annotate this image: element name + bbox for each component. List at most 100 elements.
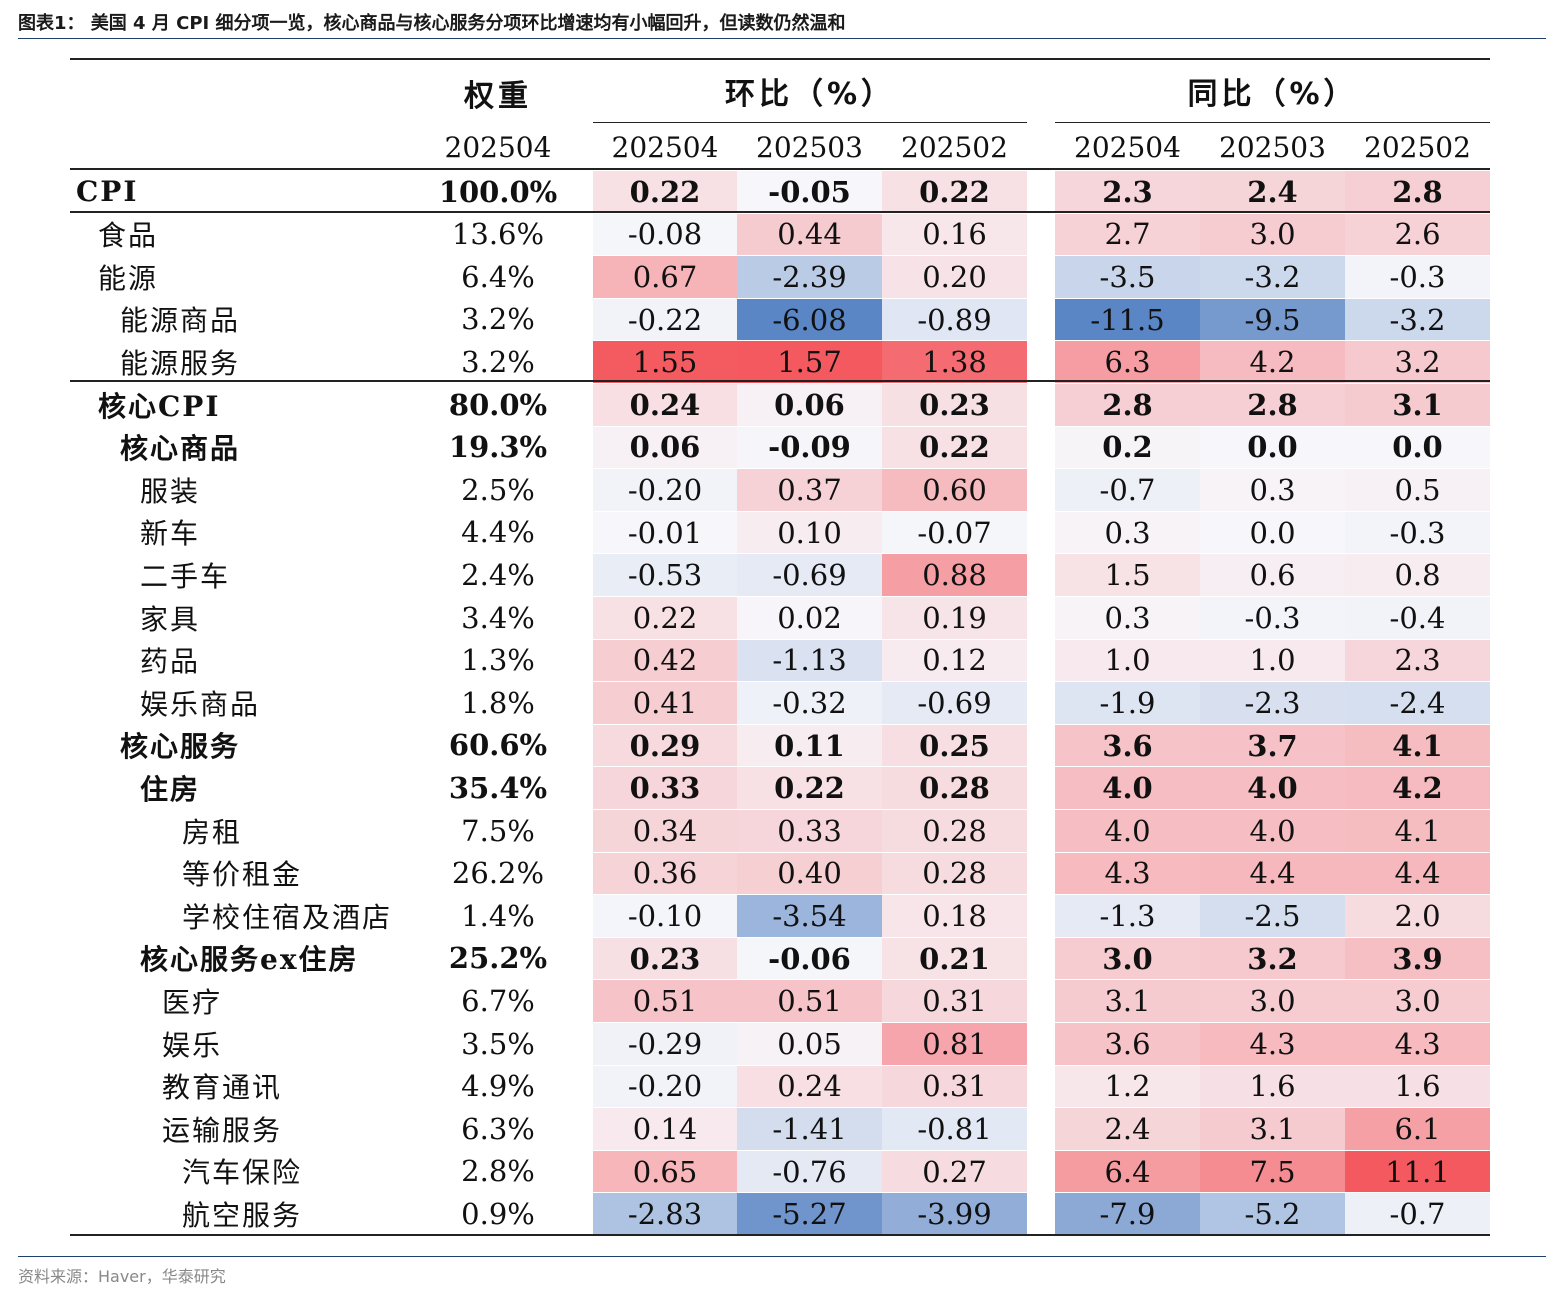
mom-cell: 0.28 bbox=[882, 767, 1027, 809]
mom-cell: 0.02 bbox=[737, 597, 882, 639]
row-label: 药品 bbox=[140, 645, 201, 679]
mom-cell: 0.22 bbox=[593, 597, 737, 639]
yoy-cell: -0.3 bbox=[1345, 511, 1490, 554]
yoy-cell: 1.5 bbox=[1055, 554, 1200, 596]
cpi-row-rule bbox=[70, 211, 1490, 213]
yoy-cell: -0.4 bbox=[1345, 597, 1490, 639]
row-weight: 2.5% bbox=[461, 472, 535, 507]
mom-cell: 0.28 bbox=[882, 810, 1027, 852]
yoy-cell: 4.4 bbox=[1200, 852, 1345, 895]
yoy-cell: -11.5 bbox=[1055, 298, 1200, 341]
yoy-cell: 3.7 bbox=[1200, 724, 1345, 767]
yoy-cell: 3.2 bbox=[1345, 341, 1490, 383]
mom-cell: 1.38 bbox=[882, 341, 1027, 383]
row-label: 能源服务 bbox=[120, 346, 241, 380]
yoy-cell: 3.9 bbox=[1345, 937, 1490, 980]
mom-cell: -0.06 bbox=[737, 937, 882, 980]
yoy-cell: 3.1 bbox=[1345, 384, 1490, 426]
yoy-cell: -3.5 bbox=[1055, 256, 1200, 298]
mom-cell: 0.27 bbox=[882, 1150, 1027, 1193]
mom-cell: 0.24 bbox=[737, 1065, 882, 1108]
yoy-cell: 3.2 bbox=[1200, 937, 1345, 980]
yoy-cell: 0.2 bbox=[1055, 426, 1200, 469]
mom-cell: -0.10 bbox=[593, 895, 737, 937]
mom-cell: 0.23 bbox=[882, 384, 1027, 426]
yoy-cell: 1.6 bbox=[1345, 1065, 1490, 1108]
row-weight: 26.2% bbox=[451, 856, 545, 891]
footer-rule bbox=[18, 1256, 1546, 1257]
mom-cell: 0.41 bbox=[593, 682, 737, 724]
row-label: 房租 bbox=[182, 815, 243, 849]
mom-cell: -0.09 bbox=[737, 426, 882, 469]
mom-cell: 0.33 bbox=[593, 767, 737, 809]
mom-cell: 0.51 bbox=[593, 980, 737, 1022]
mom-cell: -0.76 bbox=[737, 1150, 882, 1193]
yoy-cell: -1.3 bbox=[1055, 895, 1200, 937]
yoy-cell: 2.7 bbox=[1055, 213, 1200, 256]
row-weight: 6.7% bbox=[461, 983, 535, 1018]
yoy-cell: -2.4 bbox=[1345, 682, 1490, 724]
yoy-cell: -0.7 bbox=[1055, 469, 1200, 511]
mom-cell: -0.22 bbox=[593, 298, 737, 341]
row-weight: 3.5% bbox=[461, 1026, 535, 1061]
mom-cell: -0.29 bbox=[593, 1023, 737, 1065]
mom-cell: -0.05 bbox=[737, 171, 882, 213]
yoy-cell: 0.5 bbox=[1345, 469, 1490, 511]
header-mom-period-2: 202503 bbox=[756, 130, 863, 164]
yoy-cell: -0.3 bbox=[1345, 256, 1490, 298]
mom-cell: -0.81 bbox=[882, 1108, 1027, 1150]
mom-cell: 0.10 bbox=[737, 511, 882, 554]
mom-cell: 0.22 bbox=[882, 171, 1027, 213]
row-label: 娱乐 bbox=[162, 1028, 223, 1062]
mom-cell: 0.21 bbox=[882, 937, 1027, 980]
mom-cell: 0.67 bbox=[593, 256, 737, 298]
yoy-cell: -3.2 bbox=[1200, 256, 1345, 298]
row-label: 娱乐商品 bbox=[140, 687, 261, 721]
mom-cell: 0.24 bbox=[593, 384, 737, 426]
yoy-cell: 0.3 bbox=[1055, 511, 1200, 554]
core-section-rule bbox=[70, 380, 1490, 382]
yoy-cell: -9.5 bbox=[1200, 298, 1345, 341]
row-weight: 6.3% bbox=[461, 1111, 535, 1146]
row-label: 汽车保险 bbox=[182, 1156, 303, 1190]
header-yoy-period-3: 202502 bbox=[1364, 130, 1471, 164]
yoy-cell: 0.6 bbox=[1200, 554, 1345, 596]
yoy-cell: 2.8 bbox=[1055, 384, 1200, 426]
yoy-cell: -7.9 bbox=[1055, 1193, 1200, 1235]
yoy-cell: 3.0 bbox=[1200, 213, 1345, 256]
row-label: 核心服务ex住房 bbox=[140, 943, 359, 977]
yoy-cell: 1.6 bbox=[1200, 1065, 1345, 1108]
yoy-cell: 11.1 bbox=[1345, 1150, 1490, 1193]
yoy-cell: 2.4 bbox=[1055, 1108, 1200, 1150]
row-label: 核心CPI bbox=[98, 389, 221, 423]
yoy-cell: 2.3 bbox=[1055, 171, 1200, 213]
yoy-cell: 4.2 bbox=[1345, 767, 1490, 809]
mom-cell: 0.22 bbox=[593, 171, 737, 213]
yoy-cell: 6.3 bbox=[1055, 341, 1200, 383]
mom-cell: 0.14 bbox=[593, 1108, 737, 1150]
yoy-cell: 4.3 bbox=[1200, 1023, 1345, 1065]
mom-cell: 0.22 bbox=[737, 767, 882, 809]
yoy-cell: -5.2 bbox=[1200, 1193, 1345, 1235]
mom-cell: 1.57 bbox=[737, 341, 882, 383]
row-weight: 100.0% bbox=[438, 174, 558, 209]
yoy-cell: 1.0 bbox=[1055, 639, 1200, 682]
yoy-cell: 0.0 bbox=[1345, 426, 1490, 469]
row-weight: 4.9% bbox=[461, 1069, 535, 1104]
mom-cell: 0.25 bbox=[882, 724, 1027, 767]
row-weight: 4.4% bbox=[461, 515, 535, 550]
yoy-cell: 7.5 bbox=[1200, 1150, 1345, 1193]
yoy-cell: 0.3 bbox=[1055, 597, 1200, 639]
mom-group-rule bbox=[593, 122, 1027, 123]
yoy-cell: 6.1 bbox=[1345, 1108, 1490, 1150]
row-label: CPI bbox=[76, 175, 139, 208]
yoy-cell: 2.8 bbox=[1200, 384, 1345, 426]
header-weight: 权重 bbox=[464, 79, 532, 114]
yoy-cell: 4.4 bbox=[1345, 852, 1490, 895]
row-weight: 2.8% bbox=[461, 1154, 535, 1189]
row-label: 学校住宿及酒店 bbox=[182, 900, 393, 934]
yoy-cell: 2.4 bbox=[1200, 171, 1345, 213]
row-label: 教育通讯 bbox=[162, 1071, 283, 1105]
row-weight: 3.2% bbox=[461, 344, 535, 379]
mom-cell: 0.65 bbox=[593, 1150, 737, 1193]
